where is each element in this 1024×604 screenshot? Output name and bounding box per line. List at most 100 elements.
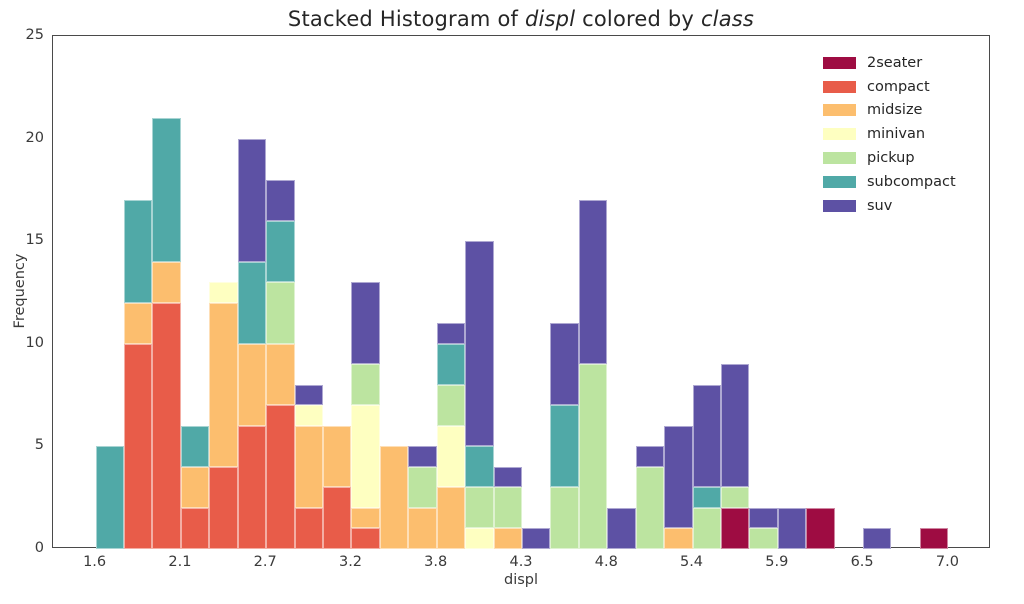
bar-segment-suv-bin21 (664, 425, 693, 529)
y-tick-label-0: 0 (34, 540, 44, 556)
legend-row-pickup: pickup (823, 146, 956, 170)
bar-segment-midsize-bin4 (180, 466, 210, 508)
legend-row-suv: suv (823, 194, 956, 218)
bar-segment-midsize-bin9 (323, 425, 352, 488)
bar-segment-midsize-bin11 (379, 446, 409, 549)
legend-swatch-suv (823, 199, 856, 212)
legend-swatch-midsize (823, 104, 856, 117)
legend-swatch-2seater (823, 56, 856, 69)
legend: 2seater compact midsize minivan pickup subcom… (823, 51, 956, 218)
bar-segment-suv-bin15 (493, 466, 522, 488)
legend-swatch-minivan (823, 128, 856, 141)
bar-segment-subcompact-bin13 (436, 343, 466, 385)
legend-row-midsize: midsize (823, 99, 956, 123)
bar-segment-suv-bin25 (777, 507, 807, 549)
bar-segment-2seater-bin30 (919, 528, 949, 549)
bar-segment-compact-bin2 (124, 343, 153, 549)
x-tick-label-2.1: 2.1 (168, 554, 192, 570)
bar-segment-subcompact-bin22 (692, 487, 721, 508)
bar-segment-2seater-bin23 (720, 507, 750, 549)
bar-segment-pickup-bin13 (436, 384, 466, 426)
legend-label-compact: compact (867, 78, 930, 95)
x-tick-label-4.3: 4.3 (509, 554, 533, 570)
bar-segment-midsize-bin8 (294, 425, 324, 508)
legend-label-minivan: minivan (867, 126, 926, 143)
bar-segment-minivan-bin10 (351, 405, 380, 508)
bar-segment-pickup-bin24 (749, 528, 778, 549)
bar-segment-pickup-bin14 (465, 487, 494, 529)
y-tick-label-20: 20 (25, 129, 44, 146)
bar-segment-suv-bin24 (749, 507, 778, 529)
bar-segment-midsize-bin21 (664, 528, 693, 549)
bar-segment-suv-bin8 (294, 384, 324, 406)
bar-segment-midsize-bin13 (436, 487, 466, 549)
bars-layer (53, 36, 989, 549)
bar-segment-minivan-bin8 (294, 405, 324, 426)
y-tick-label-5: 5 (34, 437, 44, 454)
chart-title: Stacked Histogram of displ colored by cl… (52, 7, 990, 31)
legend-label-midsize: midsize (867, 102, 923, 119)
bar-segment-suv-bin17 (550, 323, 579, 406)
legend-row-compact: compact (823, 75, 956, 99)
bar-segment-pickup-bin20 (635, 466, 665, 549)
bar-segment-pickup-bin12 (408, 466, 437, 508)
legend-swatch-pickup (823, 152, 856, 165)
bar-segment-midsize-bin15 (493, 528, 522, 549)
x-tick-label-1.6: 1.6 (83, 554, 107, 570)
x-tick-label-7.0: 7.0 (935, 554, 959, 570)
title-segment: colored by (575, 7, 701, 31)
bar-segment-suv-bin18 (578, 200, 608, 365)
bar-segment-suv-bin22 (692, 384, 721, 488)
x-tick-label-5.9: 5.9 (765, 554, 789, 570)
bar-segment-suv-bin19 (607, 507, 636, 549)
bar-segment-compact-bin5 (209, 466, 238, 549)
bar-segment-midsize-bin5 (209, 302, 238, 467)
bar-segment-suv-bin20 (635, 446, 665, 467)
bar-segment-subcompact-bin2 (124, 200, 153, 303)
bar-segment-midsize-bin10 (351, 507, 380, 529)
bar-segment-midsize-bin7 (266, 343, 295, 406)
bar-segment-compact-bin10 (351, 528, 380, 549)
x-axis-label: displ (503, 572, 539, 588)
bar-segment-suv-bin28 (863, 528, 892, 549)
bar-segment-midsize-bin12 (408, 507, 437, 549)
bar-segment-compact-bin4 (180, 507, 210, 549)
bar-segment-subcompact-bin3 (152, 118, 181, 262)
bar-segment-pickup-bin10 (351, 364, 380, 406)
legend-row-2seater: 2seater (823, 51, 956, 75)
legend-label-suv: suv (867, 197, 893, 214)
bar-segment-compact-bin6 (237, 425, 267, 549)
bar-segment-midsize-bin3 (152, 261, 181, 303)
bar-segment-compact-bin7 (266, 405, 295, 549)
bar-segment-suv-bin12 (408, 446, 437, 467)
legend-swatch-compact (823, 80, 856, 93)
legend-swatch-subcompact (823, 175, 856, 188)
y-tick-label-15: 15 (25, 232, 44, 249)
bar-segment-pickup-bin7 (266, 282, 295, 344)
bar-segment-pickup-bin17 (550, 487, 579, 549)
title-italic-segment: class (700, 7, 755, 31)
bar-segment-minivan-bin14 (465, 528, 494, 549)
bar-segment-pickup-bin18 (578, 364, 608, 549)
bar-segment-subcompact-bin14 (465, 446, 494, 488)
bar-segment-2seater-bin26 (806, 507, 835, 549)
x-tick-label-2.7: 2.7 (253, 554, 277, 570)
bar-segment-pickup-bin22 (692, 507, 721, 549)
bar-segment-pickup-bin15 (493, 487, 522, 529)
bar-segment-suv-bin6 (237, 138, 267, 262)
bar-segment-suv-bin14 (465, 241, 494, 447)
bar-segment-suv-bin16 (522, 528, 551, 549)
bar-segment-suv-bin7 (266, 179, 295, 221)
x-tick-label-3.8: 3.8 (424, 554, 448, 570)
bar-segment-midsize-bin2 (124, 302, 153, 344)
legend-row-subcompact: subcompact (823, 170, 956, 194)
legend-label-2seater: 2seater (867, 54, 923, 71)
bar-segment-suv-bin13 (436, 323, 466, 344)
bar-segment-subcompact-bin7 (266, 220, 295, 283)
bar-segment-subcompact-bin17 (550, 405, 579, 488)
bar-segment-compact-bin3 (152, 302, 181, 549)
y-tick-label-10: 10 (25, 334, 44, 351)
x-tick-label-6.5: 6.5 (850, 554, 874, 570)
bar-segment-suv-bin23 (720, 364, 750, 488)
